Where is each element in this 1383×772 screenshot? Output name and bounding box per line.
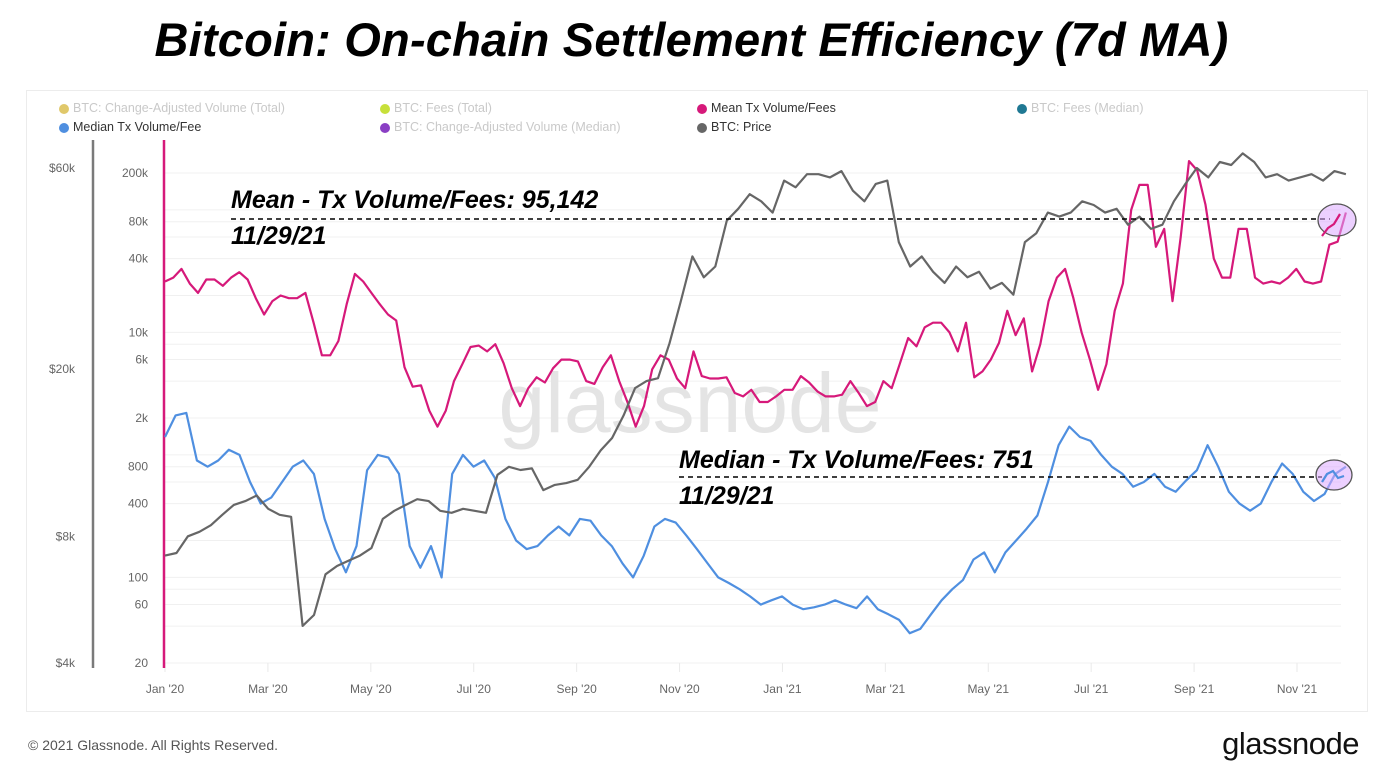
left-axis-tick-label: $4k (56, 656, 76, 670)
legend-label: BTC: Fees (Total) (394, 101, 492, 115)
legend-dot-icon (697, 103, 707, 114)
legend-dot-icon (697, 122, 707, 133)
legend-item[interactable]: BTC: Fees (Total) (380, 101, 492, 116)
series-line-mean-tx-volume-fees (164, 160, 1347, 428)
legend-dot-icon (59, 122, 69, 133)
legend-label: BTC: Change-Adjusted Volume (Total) (73, 101, 285, 115)
legend-label: BTC: Change-Adjusted Volume (Median) (394, 120, 621, 134)
x-axis-tick-label: Mar '20 (248, 682, 288, 696)
copyright-text: © 2021 Glassnode. All Rights Reserved. (28, 737, 279, 753)
legend-label: Mean Tx Volume/Fees (711, 101, 836, 115)
x-axis-tick-label: Jan '21 (763, 682, 802, 696)
x-axis-tick-label: May '21 (967, 682, 1009, 696)
chart-panel (26, 90, 1368, 712)
x-axis-tick-label: Sep '20 (556, 682, 597, 696)
x-axis-tick-label: Nov '21 (1277, 682, 1318, 696)
x-axis-tick-label: Sep '21 (1174, 682, 1215, 696)
glassnode-logo: glassnode (1222, 726, 1359, 761)
right-axis-tick-label: 100 (128, 570, 148, 584)
legend-dot-icon (59, 103, 69, 114)
x-axis-tick-label: Jul '21 (1074, 682, 1109, 696)
legend-dot-icon (380, 122, 390, 133)
right-axis-tick-label: 80k (129, 215, 149, 229)
right-axis-tick-label: 2k (135, 411, 149, 425)
median-annotation-label: Median - Tx Volume/Fees: 751 (679, 446, 1034, 474)
median-end-segment (1321, 469, 1345, 483)
x-axis-tick-label: Jul '20 (457, 682, 492, 696)
right-axis-tick-label: 200k (122, 166, 149, 180)
right-axis-tick-label: 60 (135, 598, 149, 612)
x-axis-tick-label: May '20 (350, 682, 392, 696)
legend-item[interactable]: BTC: Change-Adjusted Volume (Median) (380, 120, 621, 135)
right-axis-tick-label: 400 (128, 497, 148, 511)
right-axis-tick-label: 800 (128, 460, 148, 474)
legend-label: BTC: Fees (Median) (1031, 101, 1144, 115)
x-axis-tick-label: Mar '21 (866, 682, 906, 696)
page-title: Bitcoin: On-chain Settlement Efficiency … (154, 13, 1229, 66)
right-axis-tick-label: 20 (135, 656, 149, 670)
legend-label: Median Tx Volume/Fee (73, 120, 202, 134)
left-axis-tick-label: $60k (49, 161, 76, 175)
series-line-btc-price (164, 152, 1347, 627)
right-axis-tick-label: 10k (129, 325, 149, 339)
legend-dot-icon (380, 103, 390, 114)
x-axis-tick-label: Nov '20 (659, 682, 700, 696)
left-axis-tick-label: $8k (56, 529, 76, 543)
legend-item[interactable]: Median Tx Volume/Fee (59, 120, 201, 135)
series-line-median-tx-volume-fee (164, 411, 1347, 635)
legend-item[interactable]: BTC: Price (697, 120, 771, 135)
right-axis-tick-label: 40k (129, 252, 149, 266)
median-annotation-date: 11/29/21 (679, 482, 775, 510)
x-axis-tick-label: Jan '20 (146, 682, 185, 696)
legend-dot-icon (1017, 103, 1027, 114)
mean-annotation-label: Mean - Tx Volume/Fees: 95,142 (231, 186, 599, 214)
legend-item[interactable]: Mean Tx Volume/Fees (697, 101, 836, 116)
right-axis-tick-label: 6k (135, 353, 149, 367)
legend-label: BTC: Price (711, 120, 772, 134)
legend-item[interactable]: BTC: Fees (Median) (1017, 101, 1144, 116)
median-highlight-circle (1315, 459, 1353, 491)
legend-item[interactable]: BTC: Change-Adjusted Volume (Total) (59, 101, 285, 116)
left-axis-tick-label: $20k (49, 362, 76, 376)
mean-annotation-date: 11/29/21 (231, 222, 327, 250)
mean-end-segment (1321, 213, 1341, 237)
